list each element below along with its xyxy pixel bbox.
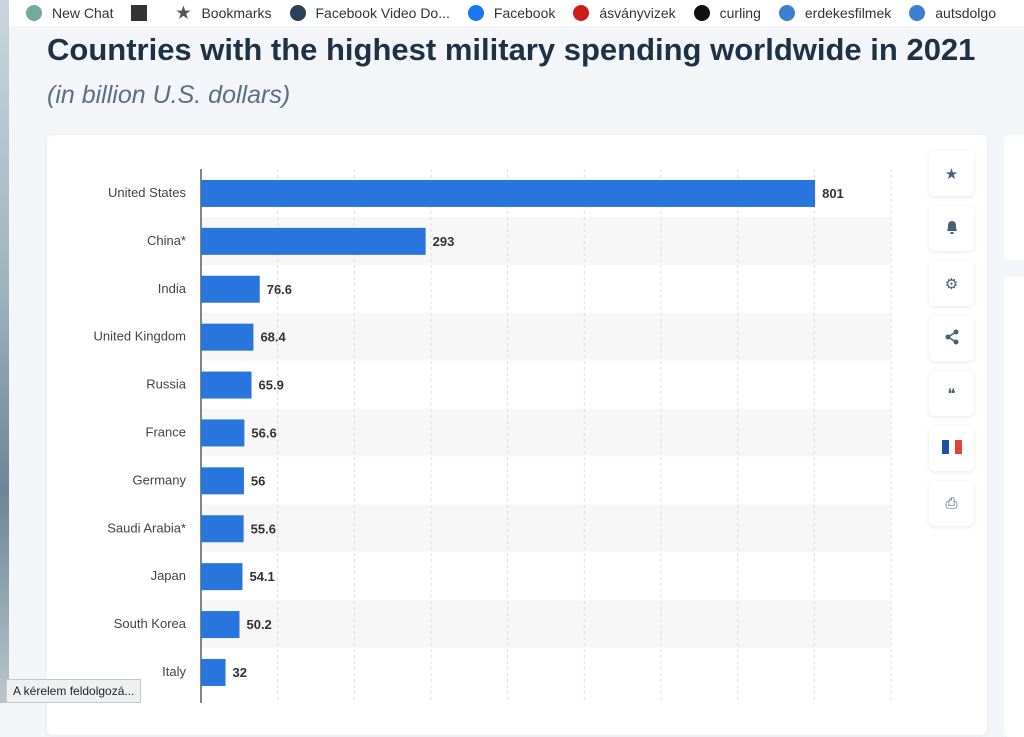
bookmark-item[interactable]: ★ Bookmarks — [175, 5, 272, 22]
category-label: India — [158, 281, 187, 296]
category-label: South Korea — [114, 616, 187, 631]
page: Countries with the highest military spen… — [9, 26, 1024, 737]
french-flag-button[interactable] — [929, 426, 974, 471]
status-bar: A kérelem feldolgozá... — [6, 679, 142, 703]
bookmark-label: ásványvizek — [599, 5, 676, 21]
bar — [201, 515, 244, 543]
bar — [201, 419, 245, 447]
value-label: 56 — [251, 473, 265, 488]
blogger-icon — [909, 5, 926, 21]
bar — [201, 611, 240, 639]
side-panel-2 — [1004, 277, 1024, 737]
row-band — [201, 312, 891, 361]
bookmark-label: New Chat — [52, 5, 114, 21]
bookmark-label: Facebook — [493, 5, 556, 21]
bookmark-item[interactable]: Facebook Video Do... — [289, 5, 450, 21]
bookmark-label: erdekesfilmek — [804, 5, 892, 21]
background-strip — [0, 0, 9, 703]
value-label: 801 — [822, 186, 844, 201]
bar — [201, 323, 254, 351]
bar — [201, 467, 244, 495]
row-band — [201, 600, 891, 648]
bell-button[interactable] — [929, 206, 974, 251]
chatgpt-icon — [26, 5, 42, 21]
category-label: China* — [147, 233, 186, 248]
bell-icon — [945, 219, 959, 239]
bookmark-item[interactable] — [131, 5, 157, 21]
category-label: United States — [108, 185, 187, 200]
bookmark-item[interactable]: erdekesfilmek — [778, 5, 892, 21]
category-label: Japan — [151, 568, 186, 583]
bar — [201, 275, 260, 303]
value-label: 293 — [433, 234, 455, 249]
bookmark-item[interactable]: curling — [693, 5, 761, 21]
print-icon: ⎙ — [945, 495, 958, 512]
gear-button[interactable]: ⚙ — [929, 261, 974, 306]
bookmarks-bar: New Chat ★ Bookmarks Facebook Video Do... Fa… — [9, 0, 1024, 26]
gear-icon: ⚙ — [944, 275, 959, 293]
bar — [201, 563, 243, 591]
s-logo-icon — [693, 5, 710, 21]
category-label: Russia — [146, 377, 187, 392]
value-label: 50.2 — [246, 617, 271, 632]
side-panel — [1004, 135, 1024, 260]
row-band — [201, 408, 891, 457]
bar — [201, 371, 252, 399]
quote-button[interactable]: ❝ — [929, 371, 974, 416]
bookmark-item[interactable]: autsdolgo — [909, 5, 996, 21]
row-band — [201, 504, 891, 553]
quote-icon: ❝ — [947, 385, 956, 403]
page-title: Countries with the highest military spen… — [47, 32, 976, 67]
category-label: United Kingdom — [94, 329, 187, 344]
image-thumbnail-icon — [131, 5, 148, 21]
blogger-icon — [778, 5, 795, 21]
category-label: Germany — [133, 472, 187, 487]
value-label: 65.9 — [259, 378, 284, 393]
star-icon: ★ — [176, 5, 191, 22]
value-label: 76.6 — [267, 282, 292, 297]
bookmark-item[interactable]: New Chat — [26, 5, 113, 21]
category-label: Saudi Arabia* — [107, 520, 186, 535]
value-label: 32 — [233, 665, 247, 680]
bookmark-item[interactable]: ásványvizek — [573, 5, 676, 21]
bookmark-label: Bookmarks — [201, 5, 272, 21]
target-icon — [573, 5, 590, 21]
bookmark-label: curling — [719, 5, 761, 21]
value-label: 68.4 — [260, 330, 286, 345]
bar — [201, 227, 426, 255]
value-label: 56.6 — [251, 425, 276, 440]
facebook-f-icon — [289, 5, 306, 21]
value-label: 55.6 — [251, 521, 276, 536]
value-label: 54.1 — [249, 569, 274, 584]
bar-chart: United States 801 China* 293 India 76.6 United… — [94, 169, 892, 703]
category-label: France — [146, 424, 186, 439]
share-button[interactable] — [929, 316, 974, 361]
bookmark-label: autsdolgo — [935, 5, 996, 21]
bookmark-item[interactable]: Facebook — [467, 5, 556, 21]
bar — [201, 179, 816, 207]
category-label: Italy — [162, 664, 186, 679]
star-icon: ★ — [944, 165, 959, 183]
print-button[interactable]: ⎙ — [929, 481, 974, 526]
bar — [201, 658, 226, 686]
facebook-icon — [467, 5, 484, 21]
french-flag-icon — [941, 439, 962, 458]
page-subtitle: (in billion U.S. dollars) — [47, 81, 291, 109]
share-icon — [945, 329, 959, 349]
bookmark-label: Facebook Video Do... — [315, 5, 450, 21]
star-button[interactable]: ★ — [929, 151, 974, 196]
